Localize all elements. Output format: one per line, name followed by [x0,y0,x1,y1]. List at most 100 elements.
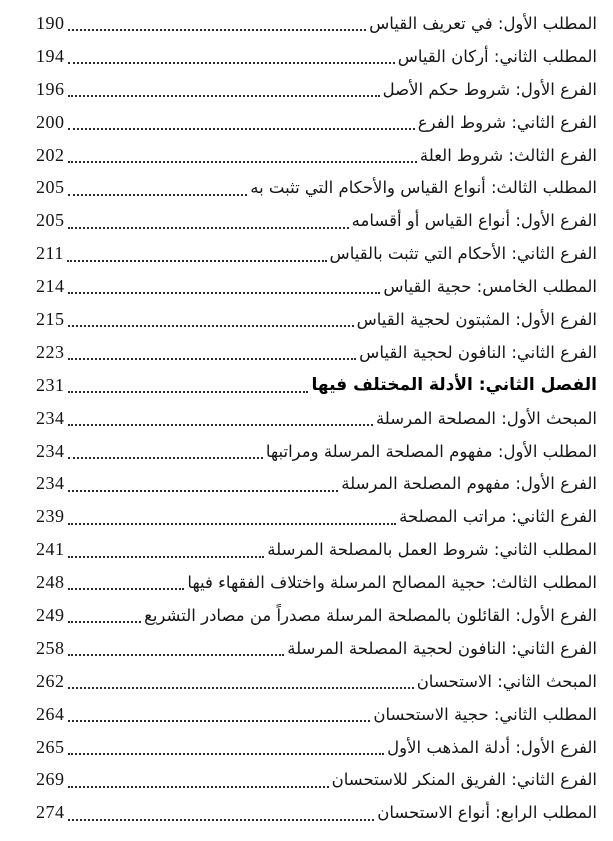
toc-entry-page: 223 [36,341,65,362]
toc-entry-page: 234 [36,473,65,494]
toc-entry-page: 258 [36,637,65,658]
toc-entry-title: المطلب الثالث: حجية المصالح المرسلة واخت… [187,573,597,593]
toc-row: المبحث الأول: المصلحة المرسلة 234 [36,402,597,435]
toc-leader-dots [67,608,142,624]
toc-row: الفرع الأول: مفهوم المصلحة المرسلة 234 [36,467,597,500]
toc-row: الفرع الثاني: الفريق المنكر للاستحسان 26… [36,763,597,796]
toc-leader-dots [67,772,329,788]
toc-row: المطلب الأول: مفهوم المصلحة المرسلة ومرا… [36,435,597,468]
toc-leader-dots [67,312,354,328]
toc-row: المطلب الأول: في تعريف القياس 190 [36,7,597,40]
toc-row: المطلب الثاني: شروط العمل بالمصلحة المرس… [36,533,597,566]
toc-entry-page: 274 [36,802,65,823]
toc-row: الفرع الثاني: النافون لحجية القياس 223 [36,336,597,369]
toc-entry-title: الفرع الثاني: شروط الفرع [417,112,597,132]
toc-row: الفرع الثاني: مراتب المصلحة 239 [36,500,597,533]
toc-row: المطلب الرابع: أنواع الاستحسان 274 [36,796,597,829]
toc-entry-page: 202 [36,144,65,165]
toc-entry-page: 200 [36,111,65,132]
toc-entry-title: الفرع الثاني: النافون لحجية المصلحة المر… [287,638,597,658]
toc-leader-dots [67,180,248,196]
toc-leader-dots [67,509,397,525]
toc-leader-dots [66,246,327,262]
toc-leader-dots [67,345,357,361]
toc-entry-title: الفرع الأول: القائلون بالمصلحة المرسلة م… [144,605,597,625]
toc-entry-page: 262 [36,670,65,691]
toc-entry-title: المبحث الثاني: الاستحسان [416,671,597,691]
toc-row: الفرع الثاني: الأحكام التي تثبت بالقياس … [36,237,597,270]
toc-list: المطلب الأول: في تعريف القياس 190 المطلب… [36,7,597,829]
toc-leader-dots [67,443,263,459]
toc-row: المطلب الخامس: حجية القياس 214 [36,270,597,303]
toc-entry-title: الفرع الثاني: مراتب المصلحة [399,507,597,527]
toc-entry-title: المطلب الثالث: أنواع القياس والأحكام الت… [250,178,597,198]
toc-entry-title: المطلب الخامس: حجية القياس [383,277,597,297]
toc-leader-dots [67,147,417,163]
toc-leader-dots [67,542,265,558]
toc-row: الفرع الأول: أدلة المذهب الأول 265 [36,731,597,764]
toc-leader-dots [67,81,380,98]
toc-leader-dots [67,476,339,492]
toc-entry-page: 205 [36,210,65,231]
toc-entry-page: 265 [36,736,65,757]
toc-leader-dots [67,575,185,591]
toc-entry-title: المطلب الثاني: حجية الاستحسان [373,704,597,724]
toc-row: الفرع الثاني: شروط الفرع 200 [36,106,597,139]
toc-entry-title: الفرع الثالث: شروط العلة [419,145,597,165]
toc-row: الفرع الثاني: النافون لحجية المصلحة المر… [36,632,597,665]
toc-row: الفصل الثاني: الأدلة المختلف فيها 231 [36,369,597,402]
toc-entry-title: المطلب الثاني: أركان القياس [397,46,597,66]
toc-entry-page: 194 [36,45,65,66]
toc-entry-page: 231 [36,374,65,395]
toc-entry-page: 234 [36,407,65,428]
toc-row: الفرع الأول: المثبتون لحجية القياس 215 [36,303,597,336]
toc-entry-page: 214 [36,276,65,297]
toc-entry-title: المبحث الأول: المصلحة المرسلة [375,408,597,428]
toc-row: المطلب الثالث: حجية المصالح المرسلة واخت… [36,566,597,599]
toc-entry-title: الفرع الأول: مفهوم المصلحة المرسلة [341,474,597,494]
toc-leader-dots [67,279,381,295]
toc-row: المطلب الثاني: أركان القياس 194 [36,40,597,73]
toc-leader-dots [67,410,373,426]
toc-entry-title: الفرع الأول: أدلة المذهب الأول [387,737,597,757]
toc-row: المطلب الثالث: أنواع القياس والأحكام الت… [36,171,597,204]
toc-leader-dots [67,114,415,130]
toc-entry-page: 248 [36,572,65,593]
toc-entry-title: الفصل الثاني: الأدلة المختلف فيها [311,375,597,396]
toc-entry-page: 205 [36,177,65,198]
toc-entry-page: 249 [36,604,65,625]
toc-entry-page: 264 [36,703,65,724]
toc-leader-dots [67,673,414,690]
toc-entry-page: 269 [36,769,65,790]
toc-entry-page: 239 [36,506,65,527]
toc-entry-title: الفرع الثاني: الفريق المنكر للاستحسان [331,770,597,790]
toc-leader-dots [67,49,395,65]
toc-leader-dots [67,805,375,821]
toc-entry-title: المطلب الثاني: شروط العمل بالمصلحة المرس… [267,540,597,560]
toc-row: المبحث الثاني: الاستحسان 262 [36,665,597,698]
toc-entry-page: 190 [36,12,65,33]
toc-entry-title: الفرع الثاني: الأحكام التي تثبت بالقياس [329,244,597,264]
toc-entry-title: الفرع الثاني: النافون لحجية القياس [359,342,597,362]
toc-leader-dots [67,16,367,32]
toc-leader-dots [67,739,385,755]
toc-entry-title: الفرع الأول: أنواع القياس أو أقسامه [351,211,597,231]
toc-leader-dots [67,213,349,229]
toc-leader-dots [67,377,309,394]
toc-entry-title: الفرع الأول: شروط حكم الأصل [382,79,597,99]
toc-leader-dots [67,641,285,657]
toc-entry-page: 234 [36,440,65,461]
toc-entry-title: الفرع الأول: المثبتون لحجية القياس [356,309,597,329]
toc-entry-page: 196 [36,78,65,99]
toc-row: الفرع الأول: القائلون بالمصلحة المرسلة م… [36,599,597,632]
toc-entry-page: 215 [36,308,65,329]
toc-entry-page: 211 [36,243,64,264]
toc-row: الفرع الثالث: شروط العلة 202 [36,139,597,172]
toc-leader-dots [67,706,371,722]
toc-row: الفرع الأول: شروط حكم الأصل 196 [36,73,597,106]
toc-entry-title: المطلب الأول: في تعريف القياس [369,13,597,33]
toc-entry-title: المطلب الرابع: أنواع الاستحسان [377,803,597,823]
toc-entry-title: المطلب الأول: مفهوم المصلحة المرسلة ومرا… [265,441,597,461]
toc-row: المطلب الثاني: حجية الاستحسان 264 [36,698,597,731]
